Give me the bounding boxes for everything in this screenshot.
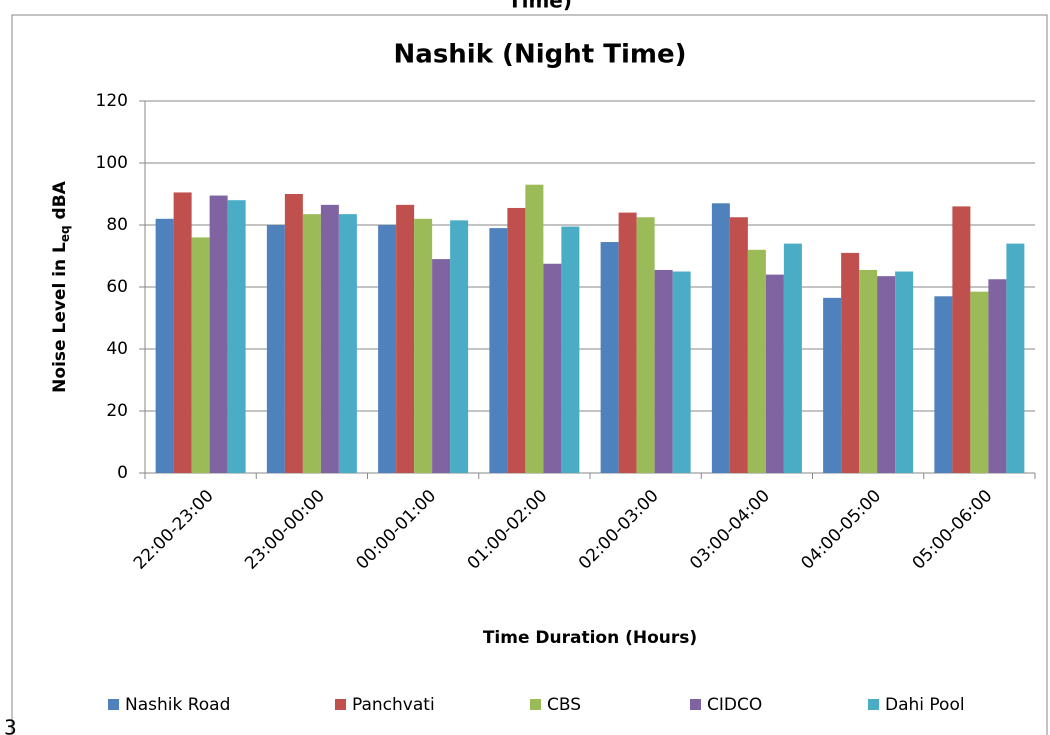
y-tick-label: 60 bbox=[106, 277, 128, 297]
legend-label: Nashik Road bbox=[125, 695, 230, 715]
bar bbox=[952, 206, 971, 473]
y-axis-title-text: Noise Level in L bbox=[50, 242, 70, 393]
y-tick-label: 0 bbox=[117, 463, 128, 483]
legend-swatch bbox=[690, 699, 701, 710]
bar bbox=[823, 297, 842, 473]
bar bbox=[338, 214, 357, 473]
bar bbox=[783, 243, 802, 473]
bar bbox=[507, 207, 526, 473]
legend-label: Panchvati bbox=[352, 695, 435, 715]
bar bbox=[320, 204, 339, 473]
bar bbox=[1006, 243, 1025, 473]
y-tick-label: 100 bbox=[96, 153, 128, 173]
bar bbox=[672, 271, 691, 473]
bar bbox=[859, 269, 878, 473]
bar bbox=[765, 274, 784, 473]
bar bbox=[525, 184, 544, 473]
bar bbox=[302, 214, 321, 473]
bar bbox=[711, 203, 730, 474]
y-tick-label: 80 bbox=[106, 215, 128, 235]
bar bbox=[543, 263, 562, 473]
bar bbox=[895, 271, 914, 473]
bar bbox=[396, 204, 415, 473]
legend-swatch bbox=[335, 699, 346, 710]
bar bbox=[988, 279, 1007, 473]
y-axis-title-sub: eq bbox=[58, 225, 72, 242]
legend-swatch bbox=[530, 699, 541, 710]
bar bbox=[450, 220, 469, 473]
bar bbox=[155, 218, 174, 473]
bar bbox=[378, 225, 397, 473]
bar bbox=[191, 237, 210, 473]
bar bbox=[729, 217, 748, 473]
bar bbox=[970, 291, 989, 473]
bar bbox=[173, 192, 192, 473]
legend-swatch bbox=[108, 699, 119, 710]
bar bbox=[561, 226, 580, 473]
bar bbox=[600, 242, 619, 473]
bar bbox=[877, 276, 896, 473]
bar bbox=[934, 296, 953, 473]
chart-title: Nashik (Night Time) bbox=[394, 40, 687, 70]
legend-label: CIDCO bbox=[707, 695, 762, 715]
bar bbox=[266, 225, 285, 473]
y-axis-title-suffix: dBA bbox=[50, 180, 70, 225]
cut-text: Time) bbox=[508, 0, 572, 13]
bar bbox=[636, 217, 655, 473]
bar bbox=[284, 194, 303, 473]
bar bbox=[489, 228, 508, 473]
cut-text: 3 bbox=[4, 716, 17, 735]
y-tick-label: 20 bbox=[106, 401, 128, 421]
x-axis-title: Time Duration (Hours) bbox=[483, 628, 697, 648]
legend-swatch bbox=[868, 699, 879, 710]
bar bbox=[414, 218, 433, 473]
legend-label: Dahi Pool bbox=[885, 695, 965, 715]
bar bbox=[227, 200, 246, 473]
bar bbox=[209, 195, 228, 474]
bar bbox=[654, 269, 673, 473]
legend-label: CBS bbox=[547, 695, 581, 715]
bar bbox=[618, 212, 637, 473]
y-tick-label: 40 bbox=[106, 339, 128, 359]
bar bbox=[841, 252, 860, 473]
y-tick-label: 120 bbox=[96, 91, 128, 111]
bar bbox=[432, 259, 451, 473]
bar bbox=[747, 249, 766, 473]
y-axis-title: Noise Level in Leq dBA bbox=[50, 180, 72, 392]
